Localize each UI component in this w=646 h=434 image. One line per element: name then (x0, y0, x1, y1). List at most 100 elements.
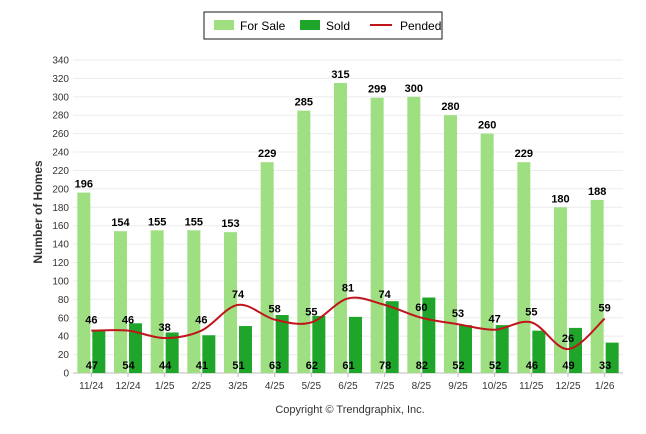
legend-swatch-sold (300, 20, 320, 30)
data-label-for-sale: 155 (148, 216, 166, 228)
data-label-for-sale: 180 (551, 193, 569, 205)
y-tick-label: 120 (52, 258, 69, 269)
data-label-sold: 78 (379, 360, 391, 372)
data-label-sold: 61 (342, 360, 354, 372)
data-label-sold: 82 (416, 360, 428, 372)
bar-for-sale (517, 162, 531, 373)
bar-sold (129, 323, 142, 373)
y-tick-label: 100 (52, 276, 69, 287)
x-tick-label: 6/25 (338, 381, 358, 392)
y-axis-title: Number of Homes (31, 160, 45, 264)
x-tick-label: 12/25 (555, 381, 580, 392)
data-label-pended: 46 (122, 315, 134, 327)
y-tick-label: 20 (58, 350, 70, 361)
x-tick-label: 8/25 (412, 381, 432, 392)
data-label-sold: 41 (196, 360, 208, 372)
x-tick-label: 5/25 (302, 381, 322, 392)
bar-sold (569, 327, 582, 373)
data-label-sold: 51 (232, 360, 244, 372)
data-label-for-sale: 229 (515, 148, 533, 160)
data-label-for-sale: 285 (295, 97, 313, 109)
y-tick-label: 340 (52, 56, 69, 67)
bar-for-sale (114, 231, 127, 373)
data-label-pended: 74 (232, 289, 245, 301)
bar-for-sale (150, 230, 164, 373)
grid (73, 59, 623, 374)
y-tick-label: 220 (52, 166, 69, 177)
y-tick-label: 0 (63, 369, 69, 380)
data-label-pended: 46 (195, 315, 207, 327)
data-label-for-sale: 315 (331, 69, 349, 81)
bar-for-sale (297, 110, 311, 373)
data-label-pended: 55 (305, 306, 317, 318)
data-label-for-sale: 196 (75, 179, 93, 191)
data-label-pended: 60 (415, 302, 427, 314)
data-label-sold: 47 (86, 360, 98, 372)
y-tick-label: 140 (52, 240, 69, 251)
data-labels: 196 47 154 54 155 44 155 41 153 51 229 63 285 62 315 61… (75, 69, 612, 372)
data-label-sold: 63 (269, 360, 281, 372)
bar-sold (459, 325, 472, 373)
x-tick-label: 3/25 (228, 381, 248, 392)
bar-for-sale (187, 230, 201, 373)
bar-for-sale (407, 96, 421, 373)
data-label-sold: 46 (526, 360, 538, 372)
y-tick-label: 60 (58, 313, 70, 324)
y-tick-label: 200 (52, 184, 69, 195)
data-label-sold: 62 (306, 360, 318, 372)
data-label-pended: 38 (159, 322, 171, 334)
data-label-pended: 26 (562, 333, 574, 345)
data-label-pended: 53 (452, 308, 464, 320)
data-label-for-sale: 229 (258, 148, 276, 160)
x-tick-label: 4/25 (265, 381, 285, 392)
bar-for-sale (444, 115, 457, 373)
bar-for-sale (260, 162, 274, 373)
x-tick-label: 1/25 (155, 381, 175, 392)
data-label-pended: 74 (379, 289, 392, 301)
x-tick-label: 7/25 (375, 381, 395, 392)
y-tick-label: 300 (52, 92, 69, 103)
bar-sold (385, 301, 399, 373)
legend-label-for-sale: For Sale (240, 19, 286, 33)
data-label-sold: 44 (159, 360, 172, 372)
bar-for-sale (590, 199, 604, 373)
legend-swatch-for-sale (214, 20, 234, 30)
y-tick-label: 180 (52, 203, 69, 214)
bar-sold (92, 329, 106, 373)
y-tick-label: 80 (58, 295, 70, 306)
x-tick-label: 1/26 (595, 381, 615, 392)
data-label-for-sale: 299 (368, 84, 386, 96)
pended-line-path (91, 296, 606, 351)
x-tick-label: 2/25 (192, 381, 212, 392)
bar-sold (349, 316, 362, 373)
data-label-pended: 59 (599, 303, 611, 315)
pended-series (91, 296, 606, 351)
bar-sold (312, 315, 326, 373)
data-label-sold: 52 (489, 360, 501, 372)
legend: For Sale Sold Pended (203, 11, 443, 40)
bar-for-sale (370, 97, 384, 374)
x-tick-label: 11/24 (79, 381, 104, 392)
y-axis-ticks: 0 20 40 60 80 100 120 140 160 180 200 220 240 260 280 3… (52, 56, 69, 380)
bar-sold (422, 297, 436, 373)
bar-for-sale (554, 207, 567, 373)
y-tick-label: 280 (52, 111, 69, 122)
y-tick-label: 260 (52, 129, 69, 140)
data-label-pended: 81 (342, 282, 354, 294)
data-label-pended: 55 (525, 306, 537, 318)
data-label-for-sale: 260 (478, 120, 496, 132)
bar-sold (239, 326, 252, 373)
data-label-sold: 54 (122, 360, 135, 372)
bar-sold (605, 342, 619, 373)
data-label-for-sale: 300 (405, 83, 423, 95)
data-label-for-sale: 155 (185, 216, 203, 228)
bar-sold (532, 330, 546, 373)
y-tick-label: 320 (52, 74, 69, 85)
bar-sold (275, 315, 289, 373)
bar-for-sale (334, 83, 347, 373)
data-label-pended: 58 (269, 304, 281, 316)
data-label-for-sale: 280 (441, 101, 459, 113)
data-label-for-sale: 153 (221, 218, 239, 230)
